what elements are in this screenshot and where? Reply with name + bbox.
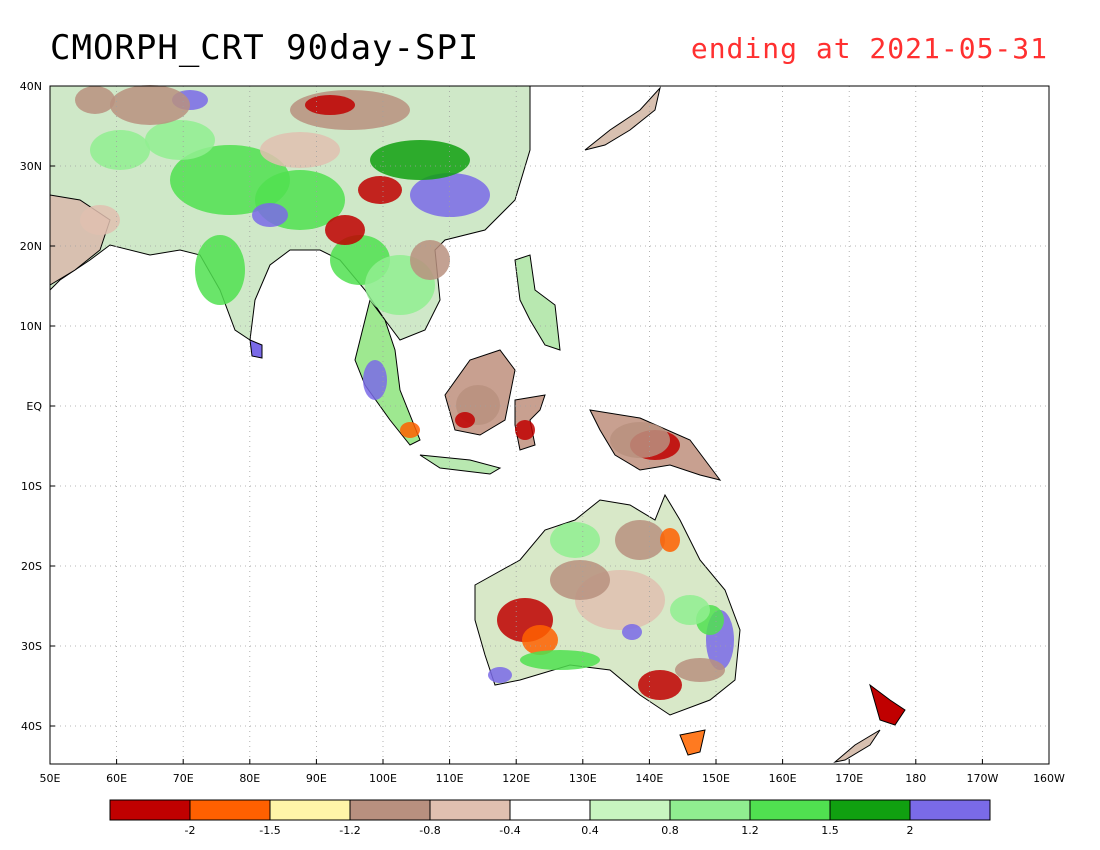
spi-patch — [80, 205, 120, 235]
colorbar-swatch — [749, 799, 831, 821]
colorbar-label: -0.8 — [419, 824, 440, 837]
lat-label: 10S — [21, 480, 42, 493]
spi-patch — [363, 360, 387, 400]
colorbar-label: 0.4 — [581, 824, 599, 837]
spi-patch — [90, 130, 150, 170]
spi-patch — [455, 412, 475, 428]
colorbar-swatch — [669, 799, 751, 821]
colorbar-swatch — [589, 799, 671, 821]
spi-patch — [638, 670, 682, 700]
lon-label: 130E — [569, 772, 597, 785]
lon-label: 70E — [173, 772, 194, 785]
land-sri-lanka — [249, 339, 263, 359]
colorbar-swatch — [189, 799, 271, 821]
colorbar-label: 2 — [907, 824, 914, 837]
spi-patch — [370, 140, 470, 180]
spi-patch — [195, 235, 245, 305]
colorbar-swatch — [269, 799, 351, 821]
lon-label: 160W — [1033, 772, 1065, 785]
lon-label: 120E — [502, 772, 530, 785]
spi-patch — [550, 560, 610, 600]
spi-patch — [522, 625, 558, 655]
land-philippines — [514, 254, 561, 351]
map-grid — [50, 86, 1049, 764]
colorbar-label: -0.4 — [499, 824, 520, 837]
spi-patch — [520, 650, 600, 670]
lon-label: 170E — [835, 772, 863, 785]
lon-label: 110E — [436, 772, 464, 785]
spi-patch — [622, 624, 642, 640]
colorbar-label: 1.5 — [821, 824, 839, 837]
spi-patch — [515, 420, 535, 440]
latitude-labels: 40N 30N 20N 10N EQ 10S 20S 30S 40S — [20, 80, 55, 733]
spi-patch — [410, 173, 490, 217]
lat-label: 30N — [20, 160, 42, 173]
spi-patch — [400, 422, 420, 438]
colorbar-swatch — [829, 799, 911, 821]
lon-label: 150E — [702, 772, 730, 785]
spi-patch — [488, 667, 512, 683]
lon-label: 50E — [40, 772, 61, 785]
spi-patch — [260, 132, 340, 168]
lat-label: 20S — [21, 560, 42, 573]
spi-patch — [252, 203, 288, 227]
lat-label: 40S — [21, 720, 42, 733]
colorbar: -2 -1.5 -1.2 -0.8 -0.4 0.4 0.8 1.2 1.5 2 — [109, 799, 991, 837]
spi-patch — [610, 422, 670, 458]
colorbar-swatch — [109, 799, 191, 821]
colorbar-label: -1.2 — [339, 824, 360, 837]
lat-label: 20N — [20, 240, 42, 253]
lat-label: 10N — [20, 320, 42, 333]
colorbar-label: -1.5 — [259, 824, 280, 837]
spi-patch — [358, 176, 402, 204]
lon-label: 90E — [306, 772, 327, 785]
spi-patch — [670, 595, 710, 625]
map-subtitle: ending at 2021-05-31 — [690, 32, 1048, 65]
map-title: CMORPH_CRT 90day-SPI — [50, 28, 480, 68]
land-new-zealand-north — [869, 683, 906, 726]
longitude-labels: 50E 60E 70E 80E 90E 100E 110E 120E 130E 140E 150E 1… — [40, 759, 1065, 785]
spi-patch — [75, 86, 115, 114]
spi-patch — [410, 240, 450, 280]
lat-label: 40N — [20, 80, 42, 93]
lon-label: 170W — [966, 772, 998, 785]
lon-label: 160E — [769, 772, 797, 785]
lat-label: EQ — [26, 400, 42, 413]
land-sumatra — [354, 298, 421, 446]
lon-label: 60E — [106, 772, 127, 785]
spi-patch — [110, 85, 190, 125]
colorbar-swatch — [909, 799, 991, 821]
spi-patch — [325, 215, 365, 245]
colorbar-swatch — [349, 799, 431, 821]
lon-label: 100E — [369, 772, 397, 785]
lon-label: 140E — [635, 772, 663, 785]
spi-patch — [305, 95, 355, 115]
spi-patch — [615, 520, 665, 560]
colorbar-label: 0.8 — [661, 824, 679, 837]
lon-label: 180 — [905, 772, 926, 785]
land-new-zealand-south — [833, 729, 881, 763]
colorbar-swatch — [509, 799, 591, 821]
lat-label: 30S — [21, 640, 42, 653]
colorbar-swatch — [429, 799, 511, 821]
land-japan — [584, 86, 661, 151]
spi-patch — [145, 120, 215, 160]
map-frame — [49, 85, 1050, 765]
land-tasmania — [679, 729, 706, 756]
spi-patches — [75, 85, 734, 700]
colorbar-label: 1.2 — [741, 824, 759, 837]
lon-label: 80E — [239, 772, 260, 785]
spi-patch — [660, 528, 680, 552]
colorbar-label: -2 — [185, 824, 196, 837]
land-java — [419, 454, 502, 475]
spi-patch — [675, 658, 725, 682]
spi-patch — [550, 522, 600, 558]
